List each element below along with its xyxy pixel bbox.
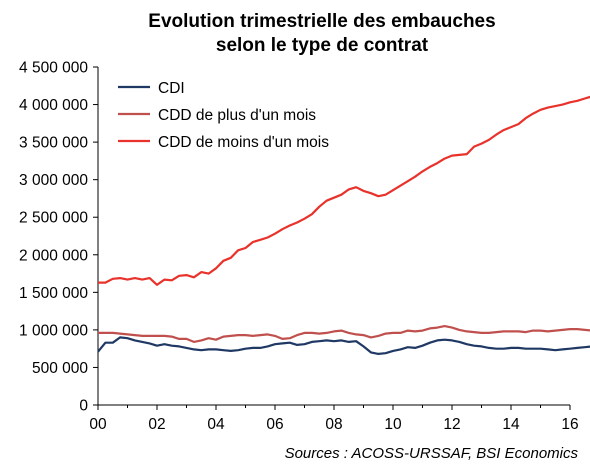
series-layer (97, 95, 590, 355)
series-line-cdd-plus-un-mois (98, 325, 590, 343)
legend: CDI CDD de plus d'un mois CDD de moins d… (118, 80, 329, 151)
y-tick-label: 0 (79, 398, 88, 415)
x-tick-label: 12 (443, 416, 460, 433)
x-tick-label: 16 (561, 416, 578, 433)
x-tick-label: 00 (89, 416, 107, 433)
y-tick-label: 3 500 000 (19, 135, 88, 152)
x-tick-label: 06 (266, 416, 283, 433)
y-tick-label: 3 000 000 (19, 172, 88, 189)
x-tick-label: 04 (207, 416, 225, 433)
x-tick-label: 10 (384, 416, 402, 433)
y-tick-label: 1 500 000 (19, 285, 88, 302)
chart-title-line-2: selon le type de contrat (216, 35, 429, 56)
chart-source-note: Sources : ACOSS-URSSAF, BSI Economics (285, 445, 579, 462)
x-tick-label: 14 (502, 416, 520, 433)
y-tick-label: 1 000 000 (19, 322, 88, 339)
legend-label-cdd-plus: CDD de plus d'un mois (158, 107, 316, 124)
y-tick-label: 4 000 000 (19, 97, 88, 114)
y-tick-label: 2 000 000 (19, 247, 88, 264)
axes: 0 500 000 1 000 000 1 500 000 2 000 000 2 500… (19, 60, 579, 434)
y-tick-label: 4 500 000 (19, 60, 88, 77)
series-line-cdd-moins-un-mois (98, 95, 590, 286)
legend-label-cdi: CDI (158, 80, 185, 97)
y-tick-label: 500 000 (32, 360, 88, 377)
y-tick-label: 2 500 000 (19, 210, 88, 227)
legend-label-cdd-moins: CDD de moins d'un mois (158, 134, 329, 151)
chart-title-line-1: Evolution trimestrielle des embauches (148, 11, 495, 32)
x-tick-label: 08 (325, 416, 342, 433)
x-tick-label: 02 (148, 416, 165, 433)
series-line-cdi (97, 336, 590, 355)
